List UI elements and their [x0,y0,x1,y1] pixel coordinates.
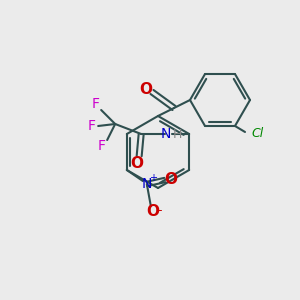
Text: N: N [142,177,152,191]
Text: F: F [91,97,99,111]
Text: F: F [87,119,95,133]
Text: O: O [140,82,152,98]
Text: O: O [164,172,177,188]
Text: N: N [161,127,171,141]
Text: Cl: Cl [251,128,263,140]
Text: -: - [158,205,162,218]
Text: O: O [146,205,159,220]
Text: H: H [173,128,183,140]
Text: +: + [149,173,157,183]
Text: F: F [97,139,105,153]
Text: O: O [131,157,144,172]
